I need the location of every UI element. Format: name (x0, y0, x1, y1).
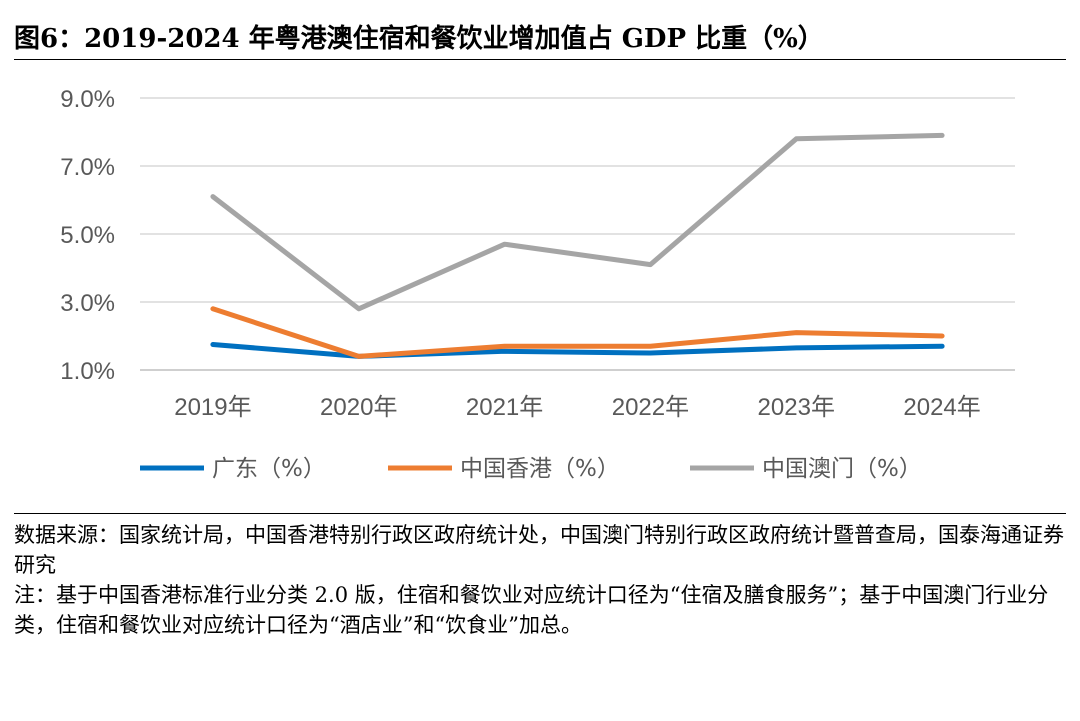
y-tick-label: 7.0% (60, 154, 115, 181)
series-line (210, 132, 945, 312)
x-tick-label: 2021年 (466, 394, 543, 421)
figure-title: 图6：2019-2024 年粤港澳住宿和餐饮业增加值占 GDP 比重（%） (14, 24, 824, 54)
source-text: 数据来源：国家统计局，中国香港特别行政区政府统计处，中国澳门特别行政区政府统计暨… (14, 523, 1064, 577)
source-rule (14, 513, 1066, 514)
line-chart: 1.0% 3.0% 5.0% 7.0% 9.0% 2019年 2020年 2021年 2022… (60, 86, 1015, 482)
y-tick-label: 3.0% (60, 290, 115, 317)
y-tick-label: 5.0% (60, 222, 115, 249)
gridlines (140, 97, 1015, 371)
title-rule (14, 59, 1066, 60)
y-axis-ticks: 1.0% 3.0% 5.0% 7.0% 9.0% (60, 86, 115, 385)
series-line (210, 306, 945, 359)
x-tick-label: 2024年 (903, 394, 980, 421)
series-lines (210, 132, 945, 359)
notes-block: 数据来源：国家统计局，中国香港特别行政区政府统计处，中国澳门特别行政区政府统计暨… (14, 520, 1070, 640)
y-tick-label: 1.0% (60, 358, 115, 385)
legend-label: 中国香港（%） (460, 456, 620, 482)
y-tick-label: 9.0% (60, 86, 115, 113)
legend-label: 中国澳门（%） (762, 456, 922, 482)
series-line (210, 342, 945, 359)
legend-label: 广东（%） (212, 456, 326, 482)
note-text: 注：基于中国香港标准行业分类 2.0 版，住宿和餐饮业对应统计口径为“住宿及膳食… (14, 583, 1049, 637)
x-tick-label: 2019年 (174, 394, 251, 421)
x-tick-label: 2020年 (320, 394, 397, 421)
x-axis-ticks: 2019年 2020年 2021年 2022年 2023年 2024年 (174, 394, 981, 421)
legend: 广东（%） 中国香港（%） 中国澳门（%） (140, 456, 922, 482)
x-tick-label: 2023年 (758, 394, 835, 421)
x-tick-label: 2022年 (612, 394, 689, 421)
